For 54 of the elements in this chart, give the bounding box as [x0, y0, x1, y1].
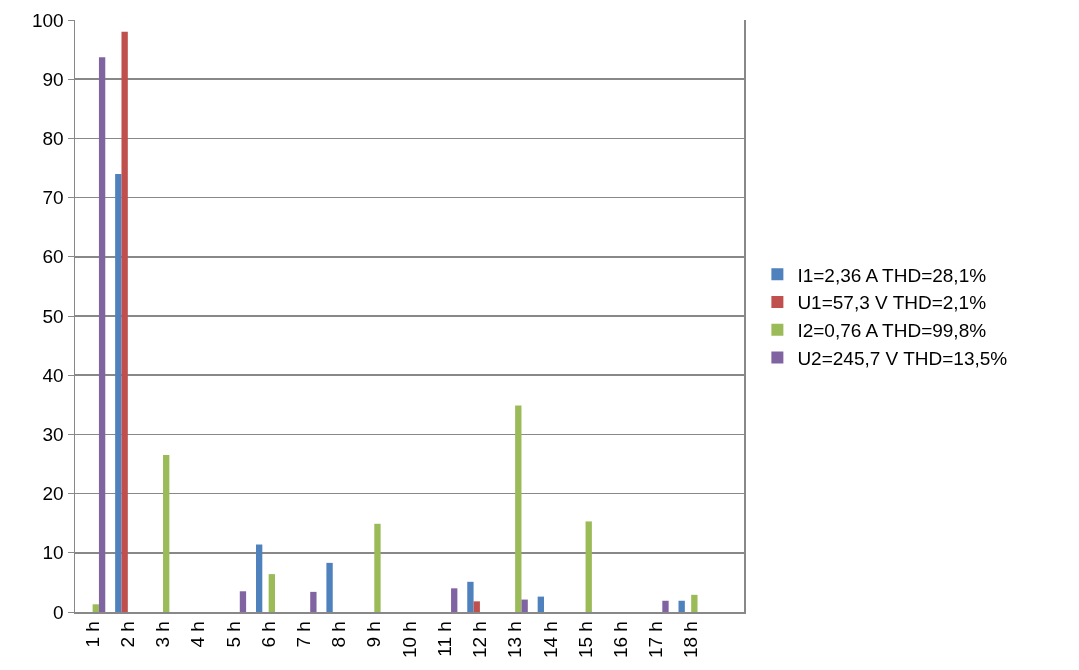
y-tick-label: 20 [42, 483, 64, 505]
x-tick-label: 2 h [117, 621, 138, 648]
x-tick-label: 15 h [574, 621, 596, 659]
x-tick-label: 3 h [152, 621, 174, 648]
bar [239, 591, 247, 612]
y-tick-label: 40 [42, 364, 64, 386]
y-tick-label: 10 [42, 542, 64, 564]
x-tick-label: 9 h [363, 621, 385, 648]
bar [678, 600, 685, 612]
bar [537, 596, 544, 612]
x-tick-label: 10 h [398, 621, 420, 659]
x-tick-label: 5 h [222, 621, 244, 648]
bar [515, 405, 522, 612]
legend-label: I2=0,76 A THD=99,8% [797, 320, 987, 342]
x-tick-label: 4 h [187, 621, 209, 648]
bar [662, 600, 669, 612]
y-tick-label: 80 [42, 128, 64, 150]
bar [115, 173, 122, 612]
x-tick-label: 12 h [469, 621, 491, 659]
bar [473, 601, 480, 612]
bar [268, 574, 275, 612]
x-tick-label: 18 h [680, 621, 702, 659]
legend-label: U1=57,3 V THD=2,1% [797, 292, 987, 314]
bar [585, 521, 592, 612]
bar [92, 604, 99, 612]
y-tick-label: 90 [42, 68, 64, 90]
x-tick-label: 13 h [504, 621, 526, 659]
y-tick-label: 0 [53, 601, 64, 623]
y-tick-label: 70 [42, 187, 64, 209]
x-tick-label: 11 h [433, 621, 455, 657]
y-tick-label: 30 [42, 424, 64, 446]
x-tick-label: 16 h [609, 621, 631, 659]
x-tick-label: 17 h [645, 621, 667, 659]
y-tick-label: 60 [42, 246, 64, 268]
bar [310, 591, 317, 612]
bar [691, 594, 698, 612]
x-tick-label: 1 h [81, 621, 103, 648]
bar [98, 57, 106, 612]
bar [521, 599, 528, 612]
bar [451, 588, 458, 612]
x-tick-label: 6 h [257, 621, 279, 648]
bar [255, 544, 263, 612]
bar [163, 455, 170, 612]
x-tick-label: 14 h [539, 621, 561, 659]
legend-label: U2=245,7 V THD=13,5% [797, 347, 1008, 369]
bar [326, 562, 333, 612]
bar [374, 523, 381, 612]
y-tick-label: 50 [42, 305, 64, 327]
bar [121, 31, 128, 612]
x-tick-label: 7 h [293, 621, 315, 648]
bar [467, 581, 474, 612]
legend-label: I1=2,36 A THD=28,1% [797, 264, 987, 286]
y-tick-label: 100 [32, 9, 64, 31]
x-tick-label: 8 h [328, 621, 350, 648]
